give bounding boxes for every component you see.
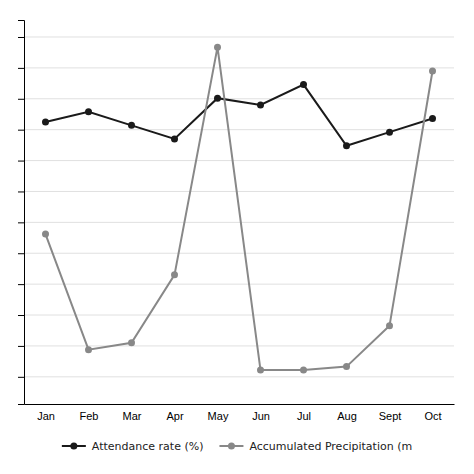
y-tick xyxy=(18,346,24,347)
legend-marker xyxy=(70,443,77,450)
y-tick xyxy=(18,377,24,378)
grid xyxy=(24,37,454,377)
x-tick-label: Oct xyxy=(424,410,441,422)
x-tick: Mar xyxy=(123,410,142,422)
grid-line xyxy=(24,315,454,316)
x-tick-label: Jul xyxy=(297,410,311,422)
point xyxy=(257,101,264,108)
x-tick: Feb xyxy=(80,410,99,422)
y-tick xyxy=(18,99,24,100)
x-tick-label: Aug xyxy=(337,410,357,422)
y-tick xyxy=(18,161,24,162)
line xyxy=(46,47,433,370)
y-axis-line xyxy=(18,21,25,405)
x-tick: Aug xyxy=(337,410,357,422)
grid-line xyxy=(24,36,454,37)
x-tick: Jun xyxy=(252,410,270,422)
y-tick-mark xyxy=(18,284,24,285)
series xyxy=(42,81,436,149)
point xyxy=(85,108,92,115)
y-tick xyxy=(18,68,24,69)
x-tick-label: Jun xyxy=(252,410,270,422)
grid-line xyxy=(24,376,454,377)
point xyxy=(343,363,350,370)
point xyxy=(171,135,178,142)
line xyxy=(46,85,433,146)
grid-line xyxy=(24,222,454,223)
point xyxy=(386,129,393,136)
x-tick-label: May xyxy=(208,410,229,422)
point xyxy=(343,142,350,149)
legend-label: Attendance rate (%) xyxy=(92,440,204,453)
point xyxy=(429,115,436,122)
point xyxy=(386,322,393,329)
plot: Jan Feb Mar Apr May Jun Jul Aug Sept Oct xyxy=(18,21,455,422)
x-tick-label: Mar xyxy=(123,410,142,422)
x-tick: Jan xyxy=(37,410,55,422)
x-tick-label: Jan xyxy=(37,410,55,422)
y-tick xyxy=(18,130,24,131)
y-tick xyxy=(18,284,24,285)
y-tick-mark xyxy=(18,191,24,192)
x-tick: Oct xyxy=(424,410,441,422)
legend: Attendance rate (%) Accumulated Precipita… xyxy=(62,440,412,453)
y-tick xyxy=(18,37,24,38)
x-tick-label: Feb xyxy=(80,410,99,422)
y-tick-mark xyxy=(18,253,24,254)
point xyxy=(171,271,178,278)
y-tick-mark xyxy=(18,68,24,69)
x-tick: Sept xyxy=(379,410,402,422)
x-axis: Jan Feb Mar Apr May Jun Jul Aug Sept Oct xyxy=(25,405,455,422)
chart: Jan Feb Mar Apr May Jun Jul Aug Sept Oct Attendanc… xyxy=(0,0,474,474)
y-axis xyxy=(18,21,25,405)
point xyxy=(214,95,221,102)
marks xyxy=(42,44,436,374)
point xyxy=(128,122,135,129)
legend-marker xyxy=(228,443,235,450)
y-tick-mark xyxy=(18,315,24,316)
series xyxy=(42,44,436,374)
x-axis-line xyxy=(25,404,455,405)
grid-line xyxy=(24,67,454,68)
y-tick-mark xyxy=(18,37,24,38)
point xyxy=(42,231,49,238)
grid-line xyxy=(24,191,454,192)
point xyxy=(128,339,135,346)
y-tick xyxy=(18,191,24,192)
y-tick xyxy=(18,253,24,254)
x-tick-label: Apr xyxy=(166,410,183,422)
y-tick xyxy=(18,222,24,223)
grid-line xyxy=(24,98,454,99)
point xyxy=(300,367,307,374)
y-tick-mark xyxy=(18,377,24,378)
y-tick-mark xyxy=(18,99,24,100)
point xyxy=(300,81,307,88)
point xyxy=(429,67,436,74)
x-tick: Apr xyxy=(166,410,183,422)
x-tick: Jul xyxy=(297,410,311,422)
grid-line xyxy=(24,284,454,285)
grid-line xyxy=(24,160,454,161)
legend-item: Accumulated Precipitation (m xyxy=(219,440,412,453)
grid-line xyxy=(24,253,454,254)
y-tick-mark xyxy=(18,346,24,347)
x-tick: May xyxy=(208,410,229,422)
point xyxy=(42,118,49,125)
y-tick-mark xyxy=(18,222,24,223)
legend-item: Attendance rate (%) xyxy=(62,440,204,453)
point xyxy=(214,44,221,51)
y-tick xyxy=(18,315,24,316)
legend-label: Accumulated Precipitation (m xyxy=(249,440,412,453)
y-tick-mark xyxy=(18,130,24,131)
y-tick-mark xyxy=(18,161,24,162)
point xyxy=(257,367,264,374)
x-tick-label: Sept xyxy=(379,410,402,422)
point xyxy=(85,346,92,353)
